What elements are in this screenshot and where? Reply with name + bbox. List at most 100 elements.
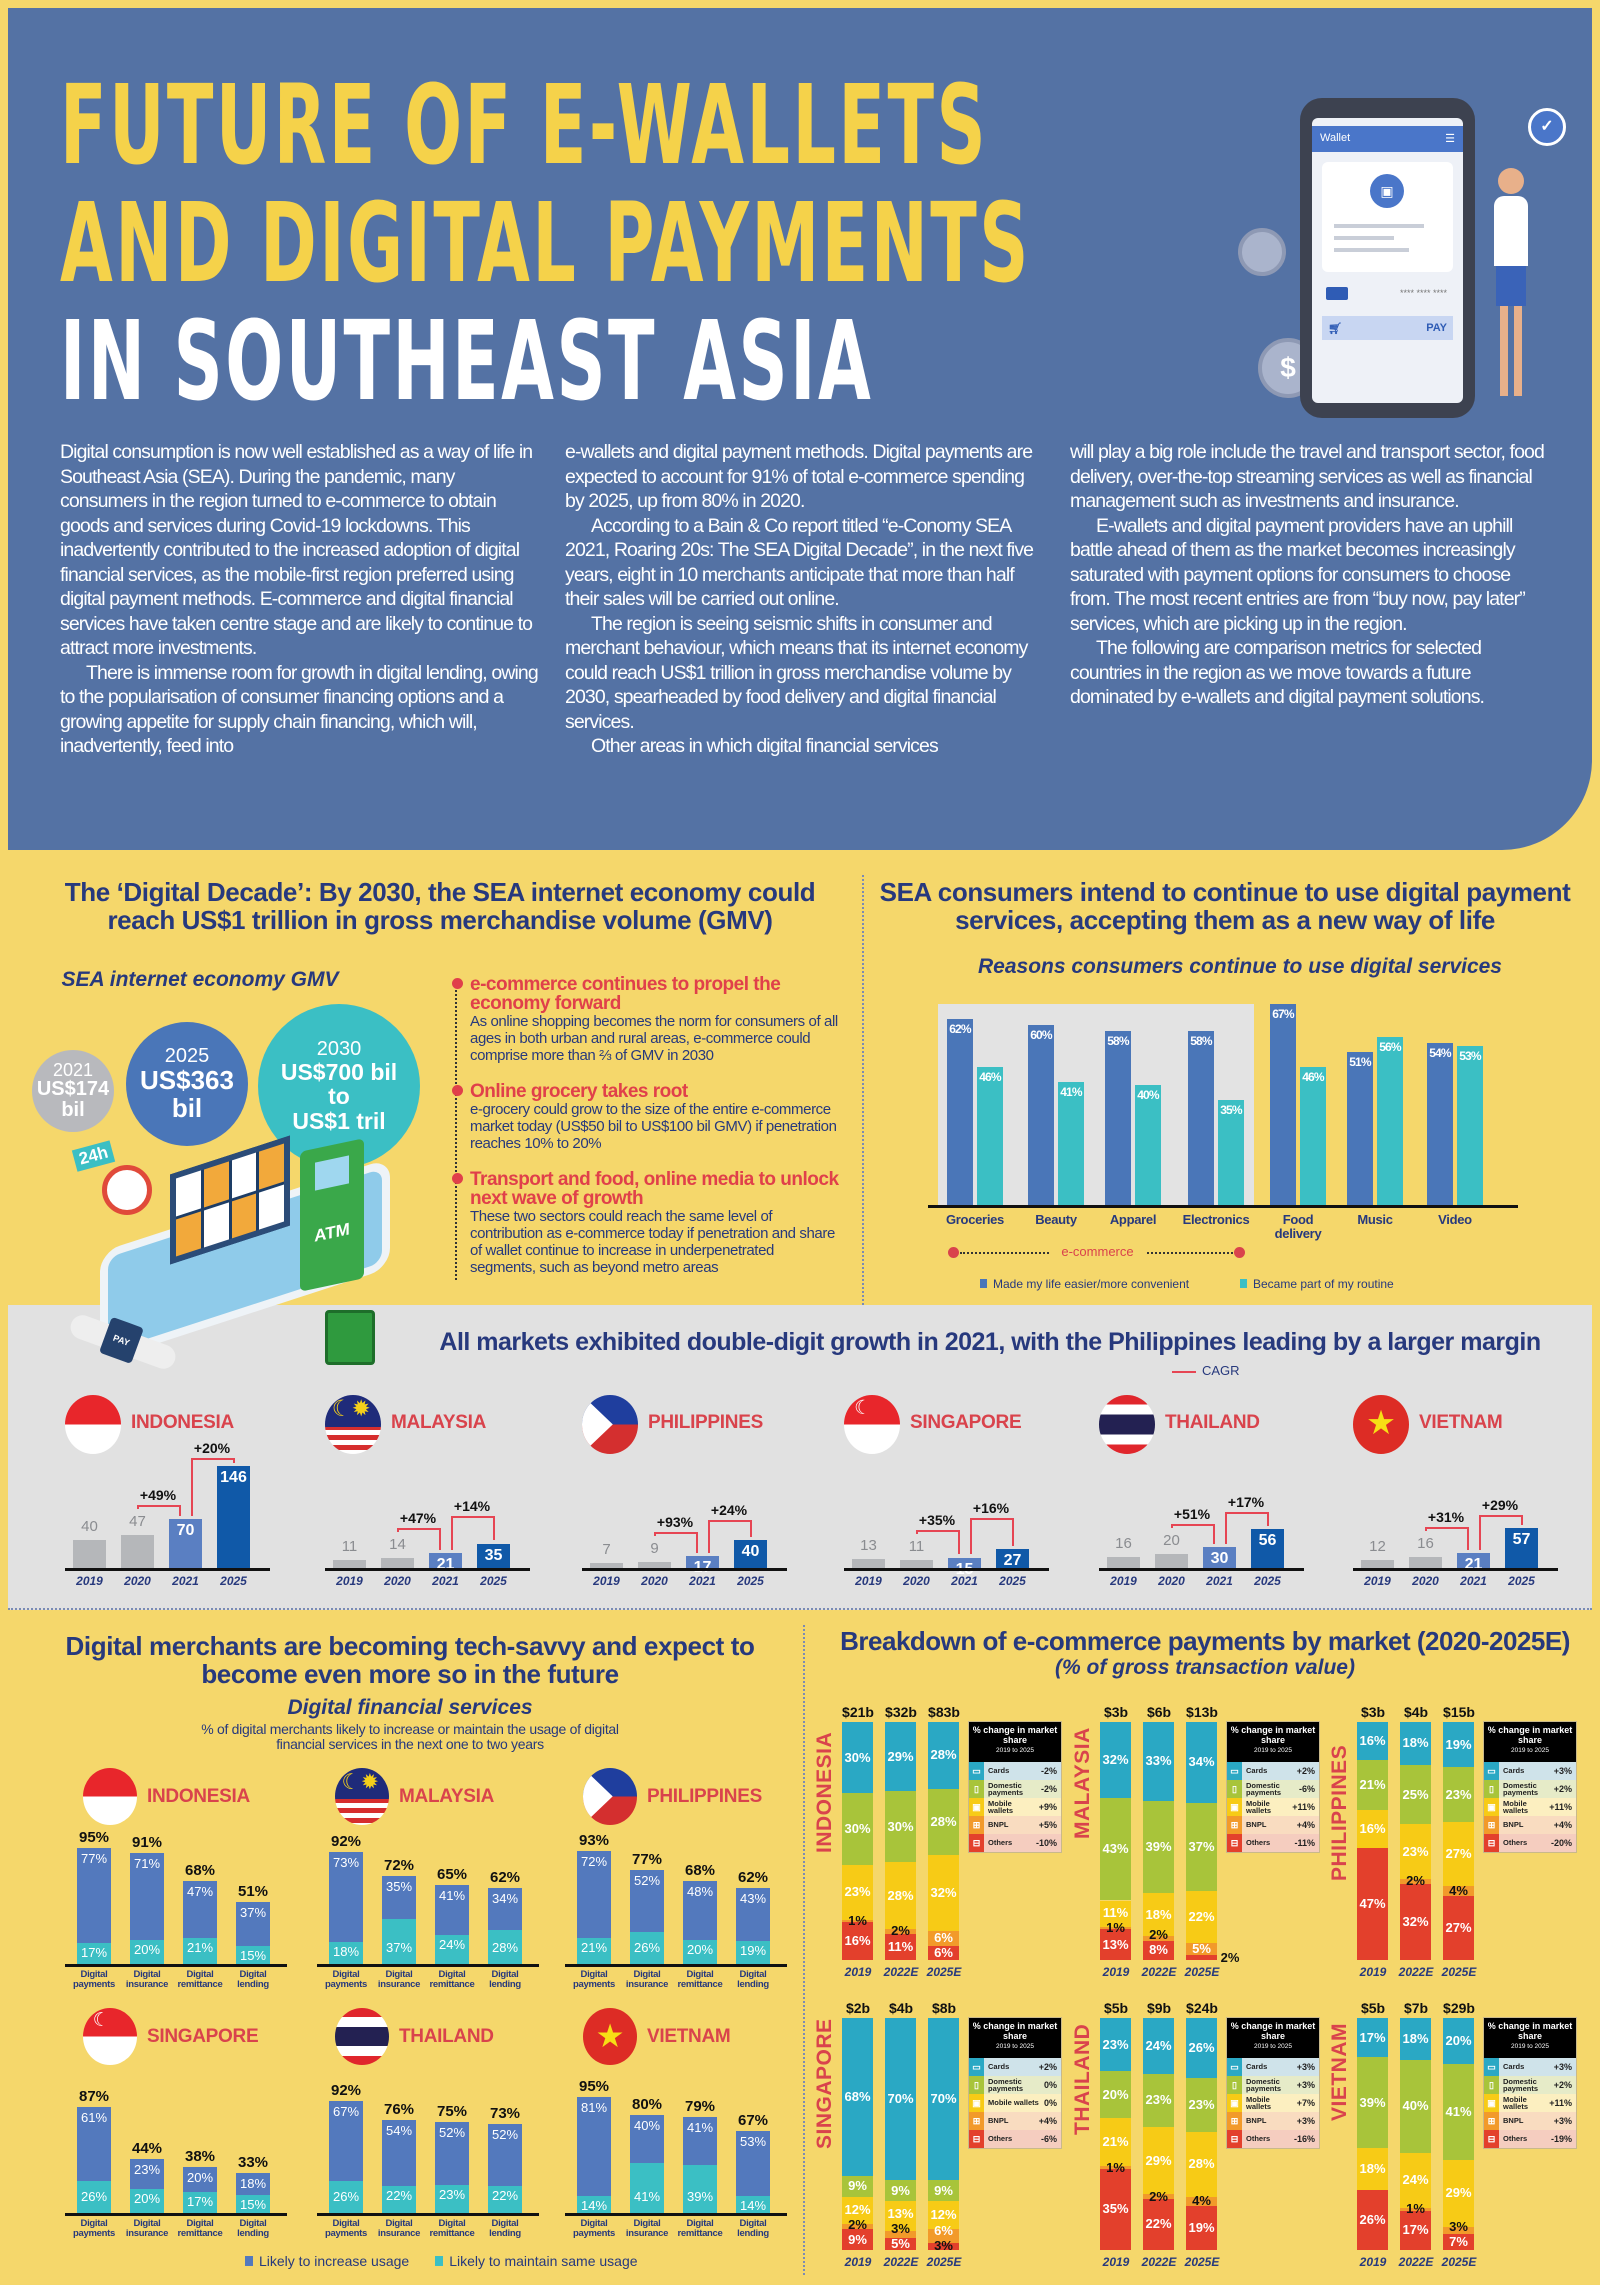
category-label: Digital lending [489,1969,521,1990]
menu-icon: ☰ [1445,133,1455,145]
segment-mobile-wallets [1443,2159,1474,2227]
table-row-domestic-payments: ▯ Domestic payments +2% [1484,2076,1576,2094]
segment-label: 13% [887,2206,914,2222]
bar-maintain [577,1938,611,1964]
segment-cards [885,1722,916,1792]
category-label: Digital insurance [125,1969,169,1990]
category-label: Digital insurance [625,2218,669,2239]
segment-cards [1443,2018,1474,2065]
cagr-bracket-leg [1267,1512,1269,1526]
segment-others [1400,1883,1431,1960]
country-name: VIETNAM [1419,1412,1503,1433]
bar-increase [488,1888,522,1930]
segment-cards [1143,2018,1174,2074]
maintain-label: 26% [633,1940,661,1955]
ecommerce-bracket-dot [1234,1247,1245,1258]
growth-bar-2025 [996,1549,1029,1568]
cagr-bracket-leg [970,1518,972,1555]
year-label: 2019 [1359,1965,1387,1979]
segment-name: Cards [988,2062,1010,2072]
segment-label: 19% [1188,2219,1215,2235]
segment-domestic-payments [1186,2078,1217,2132]
segment-bnpl [1143,1936,1174,1941]
segment-bnpl [1186,1943,1217,1956]
domestic-payments-icon: ▯ [1227,1780,1242,1798]
bar-value-label: 40% [1137,1088,1159,1102]
others-icon: ⊟ [969,2130,984,2148]
bnpl-icon: ⊞ [969,2112,984,2130]
change-value: -11% [1294,1838,1315,1848]
legend-label: Made my life easier/more convenient [993,1277,1190,1291]
total-label: 51% [237,1882,269,1900]
bullet-body: As online shopping becomes the norm for … [470,1013,838,1064]
segment-domestic-payments [1100,1798,1131,1901]
growth-section-bg [8,1305,1592,1610]
cagr-bracket-leg [1225,1512,1227,1544]
legend-label: Likely to maintain same usage [449,2253,638,2269]
table-row-bnpl: ⊞ BNPL +4% [1227,1816,1319,1834]
segment-mobile-wallets [1400,2152,1431,2209]
year-label: 2019 [1364,1574,1391,1588]
intro-paragraph: The following are comparison metrics for… [1070,637,1485,708]
increase-label: 48% [686,1884,714,1900]
gmv-year: 2030 [316,1038,362,1061]
increase-label: 54% [385,2123,413,2139]
domestic-payments-icon: ▯ [1484,1780,1499,1798]
segment-label: 27% [1445,1846,1472,1862]
cagr-bracket-leg [1012,1518,1014,1547]
pay-button[interactable]: 🛒︎ PAY [1322,316,1453,340]
bar-increase [183,2166,217,2193]
segment-label: 21% [1102,2134,1129,2150]
increase-label: 61% [80,2109,108,2125]
segment-name: BNPL [988,1820,1009,1830]
intro-column-1: Digital consumption is now well establis… [60,440,540,759]
bar-maintain [435,2184,469,2213]
consumers-section-title: SEA consumers intend to continue to use … [879,877,1571,935]
maintain-label: 21% [580,1940,608,1956]
segment-name: BNPL [1246,2116,1267,2126]
country-name: MALAYSIA [399,1786,495,1807]
others-icon: ⊟ [1227,1834,1242,1852]
segment-name: Mobile wallets [1246,1798,1272,1815]
year-label: 2025 [220,1574,247,1588]
segment-label: 29% [887,1748,914,1764]
bar-convenient [1347,1052,1373,1205]
table-row-mobile-wallets: ▣ Mobile wallets +9% [969,1798,1061,1816]
bar-maintain [488,1929,522,1964]
maintain-label: 20% [133,2190,161,2206]
cagr-line-swatch [1172,1370,1196,1373]
segment-others [1443,1895,1474,1960]
total-label: 72% [383,1857,415,1875]
change-value: +11% [1549,1802,1572,1812]
category-label: Groceries [945,1212,1004,1227]
segment-cards [928,1722,959,1789]
growth-panel-malaysia: ☾✹ MALAYSIA 11 2019 14 2020 21 2021 35 2025 +47% +1… [325,1390,575,1605]
growth-bar-2021 [429,1553,462,1568]
merchants-legend: Likely to increase usage Likely to maint… [245,2253,638,2269]
segment-name: Domestic payments [1503,1780,1539,1797]
gmv-to: to [328,1083,350,1110]
year-label: 2025 [1254,1574,1281,1588]
maintain-label: 14% [739,2197,767,2213]
segment-name: Domestic payments [988,1780,1024,1797]
cash-stack-icon [325,1310,375,1365]
cagr-bracket-leg [1171,1524,1173,1528]
cagr-bracket-leg [696,1531,698,1554]
cagr-bracket-top [451,1516,493,1519]
change-value: 0% [1043,2080,1057,2090]
maintain-label: 22% [491,2188,519,2204]
total-label: $83b [928,1704,960,1720]
chart-baseline [65,2213,287,2216]
table-row-domestic-payments: ▯ Domestic payments -6% [1227,1780,1319,1798]
category-label: Digital remittance [177,1969,223,1990]
legend-item: Made my life easier/more convenient [980,1277,1189,1291]
cagr-legend: CAGR [1172,1363,1240,1378]
segment-label: 23% [1145,2092,1172,2108]
bar-value-label: 54% [1429,1046,1451,1060]
change-value: -2% [1040,1784,1057,1794]
category-label: Digital insurance [377,1969,421,1990]
segment-label: 11% [1102,1904,1129,1920]
breakdown-section-title: Breakdown of e-commerce payments by mark… [840,1626,1570,1656]
bar-routine [1377,1037,1403,1205]
table-period: 2019 to 2025 [1254,1747,1292,1754]
